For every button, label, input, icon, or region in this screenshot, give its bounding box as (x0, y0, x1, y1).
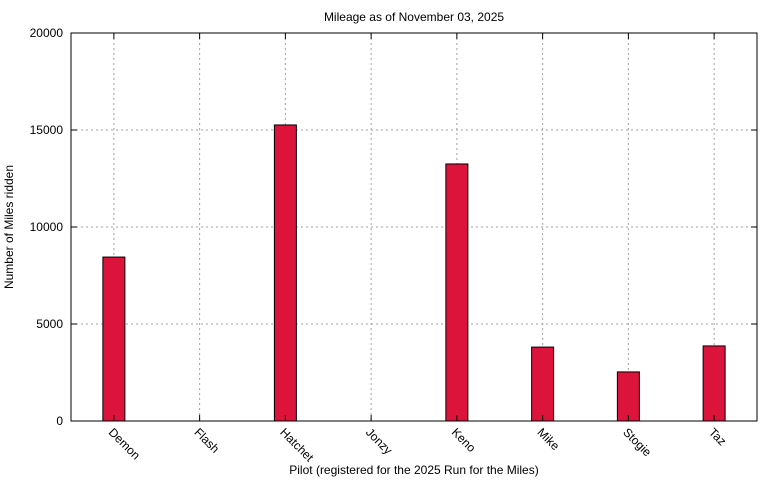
x-tick-label: Keno (449, 425, 479, 455)
y-axis-label: Number of Miles ridden (2, 165, 16, 289)
bar-demon (102, 256, 126, 422)
x-tick-label: Hatchet (277, 425, 317, 465)
bar-mike (531, 346, 555, 422)
bars (102, 124, 726, 422)
x-tick-label: Mike (535, 425, 563, 453)
y-tick-label: 5000 (36, 317, 63, 331)
grid (71, 33, 757, 421)
plot-border (70, 32, 758, 422)
y-tick-label: 0 (56, 414, 63, 428)
x-tick-label: Jonzy (363, 425, 395, 457)
y-tick-label: 10000 (30, 220, 64, 234)
chart-title: Mileage as of November 03, 2025 (324, 10, 504, 24)
bar-stogie (616, 371, 640, 422)
y-tick-label: 15000 (30, 123, 64, 137)
y-tick-label: 20000 (30, 26, 64, 40)
bar-hatchet (273, 124, 297, 422)
x-axis-label: Pilot (registered for the 2025 Run for t… (289, 463, 538, 477)
x-tick-label: Stogie (620, 425, 654, 459)
y-axis: 0 5000 10000 15000 20000 (30, 26, 757, 428)
x-tick-label: Taz (706, 425, 729, 448)
x-tick-label: Demon (106, 425, 143, 462)
bar-keno (445, 163, 469, 422)
x-tick-label: Flash (192, 425, 223, 456)
bar-taz (702, 345, 726, 422)
